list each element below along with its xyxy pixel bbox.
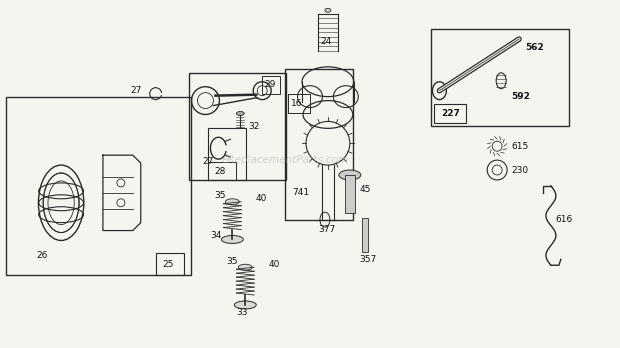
Bar bbox=[208, 162, 236, 180]
Bar bbox=[432, 29, 569, 126]
Text: eReplacementParts.com: eReplacementParts.com bbox=[221, 155, 348, 165]
Bar bbox=[6, 97, 190, 275]
Ellipse shape bbox=[226, 199, 239, 205]
Text: 377: 377 bbox=[318, 225, 335, 234]
Text: 230: 230 bbox=[511, 166, 528, 175]
Text: 27: 27 bbox=[131, 86, 142, 95]
Text: 29: 29 bbox=[264, 80, 275, 89]
Ellipse shape bbox=[236, 111, 244, 116]
Text: 24: 24 bbox=[320, 37, 331, 46]
Text: 32: 32 bbox=[248, 122, 260, 131]
Ellipse shape bbox=[339, 170, 361, 180]
Bar bbox=[156, 253, 184, 275]
Ellipse shape bbox=[221, 236, 243, 244]
Bar bbox=[188, 73, 286, 180]
Text: 26: 26 bbox=[36, 251, 48, 260]
Text: 25: 25 bbox=[162, 260, 174, 269]
Text: 16: 16 bbox=[291, 99, 303, 108]
Text: 40: 40 bbox=[268, 260, 280, 269]
Bar bbox=[208, 128, 246, 180]
Ellipse shape bbox=[234, 301, 256, 309]
Text: 227: 227 bbox=[441, 109, 460, 118]
Text: 35: 35 bbox=[215, 191, 226, 200]
Text: 357: 357 bbox=[360, 255, 377, 264]
Text: 615: 615 bbox=[511, 142, 528, 151]
Text: 28: 28 bbox=[215, 167, 226, 175]
Text: 616: 616 bbox=[555, 215, 572, 224]
Text: 34: 34 bbox=[210, 231, 222, 240]
Text: 35: 35 bbox=[226, 257, 238, 266]
Ellipse shape bbox=[238, 264, 252, 270]
Bar bbox=[435, 104, 466, 124]
Bar bbox=[285, 69, 353, 220]
Text: 45: 45 bbox=[360, 185, 371, 195]
Text: 27: 27 bbox=[203, 157, 214, 166]
Bar bbox=[361, 218, 368, 252]
Ellipse shape bbox=[325, 8, 331, 12]
Text: 592: 592 bbox=[511, 92, 530, 101]
Text: 33: 33 bbox=[237, 308, 248, 317]
Bar bbox=[288, 94, 310, 113]
Bar bbox=[345, 175, 355, 213]
Text: 40: 40 bbox=[255, 194, 267, 203]
Text: 741: 741 bbox=[292, 188, 309, 197]
Bar bbox=[262, 76, 280, 94]
Text: 562: 562 bbox=[525, 42, 544, 52]
